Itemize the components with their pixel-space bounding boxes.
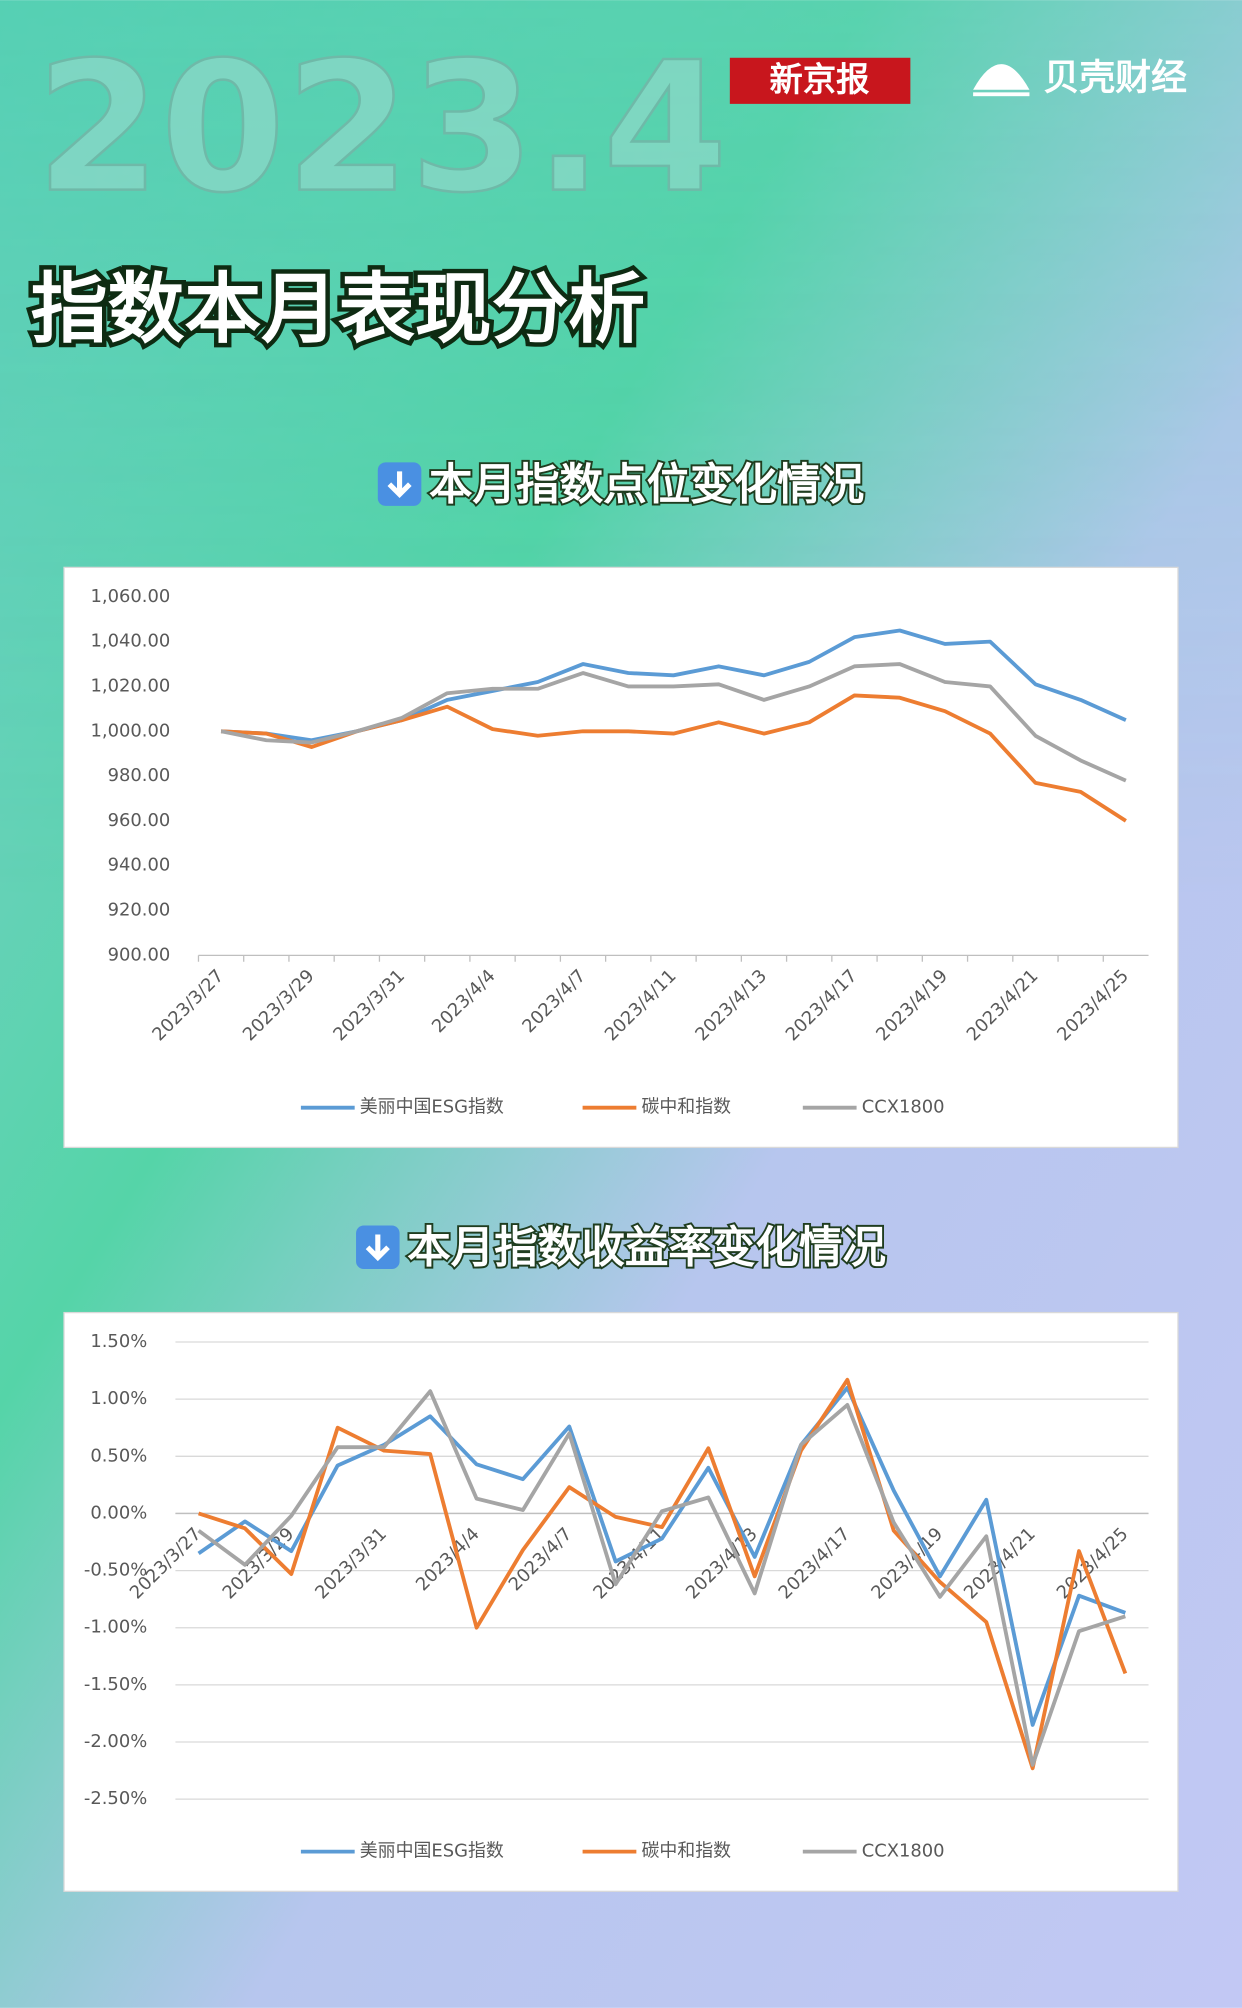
chart-panel [63, 566, 1179, 1149]
chart-title: 本月指数点位变化情况 [429, 461, 864, 511]
series-line [197, 1389, 1126, 1767]
y-tick-label: -2.00% [84, 1731, 147, 1752]
brand1: 新京报 [770, 60, 871, 99]
y-tick-label: 980.00 [108, 765, 171, 786]
legend-label: CCX1800 [862, 1841, 945, 1862]
y-tick-label: 0.50% [90, 1445, 147, 1466]
legend-label: 碳中和指数 [641, 1841, 731, 1862]
legend-label: CCX1800 [862, 1097, 945, 1118]
y-tick-label: -0.50% [84, 1560, 147, 1581]
chart-title: 本月指数收益率变化情况 [407, 1224, 886, 1274]
series-line [198, 1377, 1128, 1771]
y-tick-label: 0.00% [90, 1502, 147, 1523]
y-tick-label: -1.00% [84, 1617, 147, 1638]
y-tick-label: 1,040.00 [91, 631, 171, 652]
series-line [197, 1385, 1127, 1727]
y-tick-label: 920.00 [108, 900, 171, 921]
legend-label: 美丽中国ESG指数 [360, 1097, 504, 1118]
y-tick-label: 940.00 [108, 855, 171, 876]
y-tick-label: 1,020.00 [91, 675, 171, 696]
legend-label: 碳中和指数 [641, 1097, 731, 1118]
brand1-logo [729, 57, 911, 104]
y-tick-label: 1.50% [90, 1331, 147, 1352]
y-tick-label: 1,060.00 [91, 586, 171, 607]
y-tick-label: 1.00% [90, 1388, 147, 1409]
series-line [220, 662, 1127, 783]
chart-panel [63, 1311, 1179, 1892]
year: 2023.4 [36, 25, 728, 233]
y-tick-label: 960.00 [108, 810, 171, 831]
y-tick-label: 1,000.00 [91, 720, 171, 741]
y-tick-label: -1.50% [84, 1674, 147, 1695]
page-title: 指数本月表现分析 [31, 266, 646, 355]
legend-label: 美丽中国ESG指数 [360, 1841, 504, 1862]
arrow-icon-glyph [387, 471, 412, 499]
y-tick-label: 900.00 [108, 944, 171, 965]
brand2: 贝壳财经 [1044, 58, 1188, 99]
y-tick-label: -2.50% [84, 1788, 147, 1809]
arrow-icon-glyph [365, 1234, 390, 1262]
brand2-icon [973, 64, 1030, 97]
